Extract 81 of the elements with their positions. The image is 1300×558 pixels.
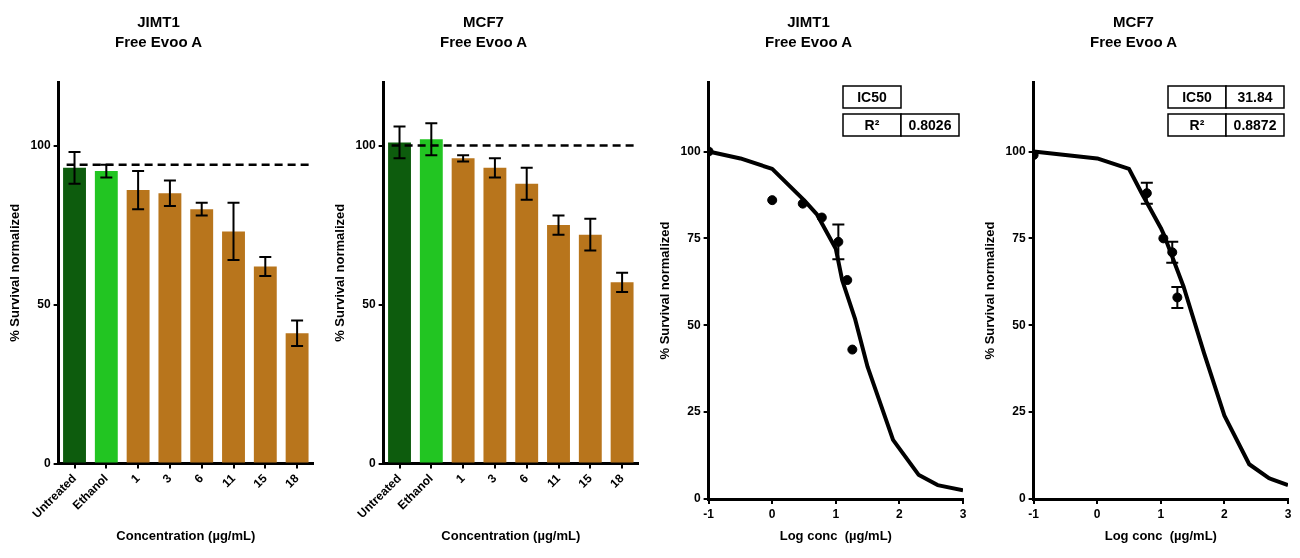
- x-axis-title: Log conc (µg/mL): [1104, 527, 1217, 543]
- chart-title: JIMT1: [137, 13, 180, 31]
- y-tick-label: 100: [1005, 143, 1026, 158]
- y-axis-title: % Survival normalized: [982, 221, 998, 360]
- bar: [190, 209, 214, 463]
- y-tick-label: 0: [368, 455, 376, 470]
- annotation: 0.8872: [1233, 116, 1277, 133]
- point: [767, 195, 778, 206]
- x-axis-title: Concentration (µg/mL): [441, 527, 581, 543]
- y-tick-label: 100: [30, 137, 51, 152]
- x-tick-label: 15: [575, 471, 595, 491]
- x-tick-label: 18: [607, 471, 627, 491]
- x-tick-label: 3: [159, 471, 175, 486]
- bar: [451, 158, 475, 463]
- bar: [483, 167, 507, 463]
- x-tick-label: 1: [832, 506, 840, 521]
- x-tick-label: 18: [282, 471, 302, 491]
- y-tick-label: 25: [687, 404, 701, 419]
- y-tick-label: 75: [687, 230, 701, 245]
- point: [847, 344, 858, 355]
- y-axis-title: % Survival normalized: [657, 221, 673, 360]
- x-tick-label: 2: [1221, 506, 1229, 521]
- chart-subtitle: Free Evoo A: [765, 33, 853, 51]
- y-tick-label: 50: [37, 296, 51, 311]
- x-tick-label: 2: [896, 506, 904, 521]
- y-tick-label: 75: [1012, 230, 1026, 245]
- chart-subtitle: Free Evoo A: [440, 33, 528, 51]
- annotation: R²: [1189, 116, 1205, 133]
- annotation: IC50: [857, 88, 887, 105]
- chart-subtitle: Free Evoo A: [1090, 33, 1178, 51]
- annotation: IC50: [1182, 88, 1212, 105]
- point: [797, 198, 808, 209]
- bar: [285, 333, 309, 463]
- bar: [578, 234, 602, 463]
- x-tick-label: 11: [219, 471, 239, 491]
- annotation: 31.84: [1237, 88, 1273, 105]
- y-tick-label: 50: [362, 296, 376, 311]
- point: [842, 275, 853, 286]
- x-axis-title: Log conc (µg/mL): [779, 527, 892, 543]
- bar: [94, 171, 118, 463]
- x-tick-label: 0: [1093, 506, 1101, 521]
- bar: [63, 167, 86, 463]
- y-tick-label: 50: [687, 317, 701, 332]
- y-tick-label: 100: [680, 143, 701, 158]
- x-tick-label: 0: [768, 506, 776, 521]
- chart-title: JIMT1: [787, 13, 830, 31]
- chart-subtitle: Free Evoo A: [115, 33, 203, 51]
- x-tick-label: 6: [191, 471, 207, 486]
- y-axis-title: % Survival normalized: [332, 203, 348, 342]
- point: [1158, 233, 1169, 244]
- annotation: 0.8026: [908, 116, 952, 133]
- bar: [610, 282, 634, 463]
- y-axis-title: % Survival normalized: [7, 203, 23, 342]
- chart-title: MCF7: [1113, 13, 1154, 31]
- bar: [515, 183, 539, 463]
- bar: [253, 266, 277, 463]
- x-tick-label: 1: [452, 471, 468, 486]
- x-tick-label: 6: [516, 471, 532, 486]
- bar: [158, 193, 182, 463]
- bar: [419, 139, 443, 463]
- x-tick-label: 3: [484, 471, 500, 486]
- x-tick-label: -1: [1028, 506, 1040, 521]
- bar: [388, 142, 411, 463]
- x-axis-title: Concentration (µg/mL): [116, 527, 256, 543]
- y-tick-label: 25: [1012, 404, 1026, 419]
- bar: [126, 190, 150, 463]
- x-tick-label: -1: [703, 506, 715, 521]
- x-tick-label: 3: [1284, 506, 1292, 521]
- y-tick-label: 100: [355, 137, 376, 152]
- y-tick-label: 50: [1012, 317, 1026, 332]
- x-tick-label: 3: [959, 506, 967, 521]
- x-tick-label: 1: [1157, 506, 1165, 521]
- chart-title: MCF7: [463, 13, 504, 31]
- x-tick-label: 15: [250, 471, 270, 491]
- x-tick-label: 1: [127, 471, 143, 486]
- bar: [222, 231, 245, 463]
- x-tick-label: 11: [544, 471, 564, 491]
- annotation: R²: [864, 116, 880, 133]
- bar: [547, 225, 570, 463]
- y-tick-label: 0: [43, 455, 51, 470]
- point: [816, 212, 827, 223]
